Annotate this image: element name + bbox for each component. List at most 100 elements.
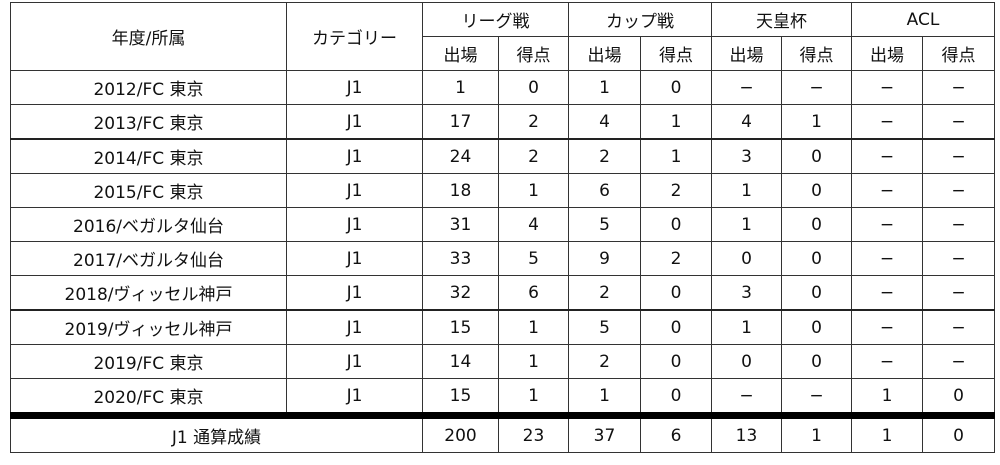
table-cell: 2 bbox=[568, 138, 641, 174]
table-cell: 17 bbox=[422, 104, 499, 140]
table-cell: 1 bbox=[422, 70, 499, 105]
table-cell: 0 bbox=[640, 378, 712, 416]
table-cell: 0 bbox=[711, 241, 782, 276]
table-cell: 0 bbox=[921, 378, 996, 416]
table-cell: J1 bbox=[286, 138, 423, 174]
table-cell: 0 bbox=[640, 275, 712, 311]
total-cell: 1 bbox=[851, 412, 923, 453]
table-cell: 1 bbox=[640, 138, 712, 174]
table-cell: − bbox=[921, 70, 996, 105]
table-cell: − bbox=[851, 344, 923, 379]
subheader-emperor-goals: 得点 bbox=[781, 36, 852, 71]
header-emperor: 天皇杯 bbox=[711, 2, 852, 37]
header-league: リーグ戦 bbox=[422, 2, 569, 37]
table-cell: − bbox=[851, 275, 923, 311]
table-cell: 0 bbox=[781, 241, 852, 276]
table-cell: 0 bbox=[781, 173, 852, 208]
table-cell: 1 bbox=[498, 309, 569, 345]
table-cell: − bbox=[921, 309, 996, 345]
table-row: 2017/ベガルタ仙台 J1 33 5 9 2 0 0− − bbox=[10, 241, 996, 276]
table-cell: 1 bbox=[498, 173, 569, 208]
table-cell: J1 bbox=[286, 344, 423, 379]
table-cell: − bbox=[781, 70, 852, 105]
subheader-league-goals: 得点 bbox=[498, 36, 569, 71]
table-cell: 2 bbox=[498, 138, 569, 174]
table-cell: − bbox=[921, 104, 996, 140]
table-row: 2019/FC 東京 J1 14 1 2 0 0 0− − bbox=[10, 344, 996, 379]
table-cell: 0 bbox=[640, 70, 712, 105]
table-cell: 1 bbox=[711, 207, 782, 242]
table-cell: 0 bbox=[640, 344, 712, 379]
total-cell: 23 bbox=[498, 412, 569, 453]
table-cell: 3 bbox=[711, 138, 782, 174]
table-cell: 1 bbox=[498, 344, 569, 379]
table-cell: 1 bbox=[711, 309, 782, 345]
table-cell: 2013/FC 東京 bbox=[10, 104, 287, 140]
total-label: J1 通算成績 bbox=[10, 412, 423, 453]
table-cell: 31 bbox=[422, 207, 499, 242]
table-cell: 4 bbox=[568, 104, 641, 140]
table-cell: − bbox=[851, 70, 923, 105]
table-cell: 9 bbox=[568, 241, 641, 276]
table-cell: 2016/ベガルタ仙台 bbox=[10, 207, 287, 242]
table-cell: 0 bbox=[781, 344, 852, 379]
table-cell: − bbox=[711, 378, 782, 416]
table-cell: 1 bbox=[781, 104, 852, 140]
table-cell: 3 bbox=[711, 275, 782, 311]
table-row: 2016/ベガルタ仙台 J1 31 4 5 0 1 0− − bbox=[10, 207, 996, 242]
table-cell: 5 bbox=[568, 309, 641, 345]
table-cell: − bbox=[921, 344, 996, 379]
table-cell: J1 bbox=[286, 104, 423, 140]
table-cell: 2 bbox=[568, 344, 641, 379]
header-category: カテゴリー bbox=[286, 2, 423, 71]
table-cell: − bbox=[921, 138, 996, 174]
table-cell: − bbox=[921, 241, 996, 276]
subheader-cup-apps: 出場 bbox=[568, 36, 641, 71]
table-cell: 0 bbox=[781, 138, 852, 174]
table-cell: 2019/ヴィッセル神戸 bbox=[10, 309, 287, 345]
table-cell: 15 bbox=[422, 309, 499, 345]
table-cell: 2 bbox=[498, 104, 569, 140]
subheader-emperor-apps: 出場 bbox=[711, 36, 782, 71]
table-cell: J1 bbox=[286, 275, 423, 311]
total-cell: 6 bbox=[640, 412, 712, 453]
table-cell: − bbox=[921, 207, 996, 242]
table-row: 2015/FC 東京 J1 18 1 6 2 1 0− − bbox=[10, 173, 996, 208]
header-year-club: 年度/所属 bbox=[10, 2, 287, 71]
table-cell: 1 bbox=[568, 70, 641, 105]
total-cell: 200 bbox=[422, 412, 499, 453]
table-cell: 6 bbox=[498, 275, 569, 311]
table-cell: − bbox=[921, 275, 996, 311]
table-cell: − bbox=[711, 70, 782, 105]
table-cell: 15 bbox=[422, 378, 499, 416]
table-cell: J1 bbox=[286, 70, 423, 105]
total-cell: 0 bbox=[921, 412, 996, 453]
table-cell: 24 bbox=[422, 138, 499, 174]
table-cell: − bbox=[921, 173, 996, 208]
table-cell: 2012/FC 東京 bbox=[10, 70, 287, 105]
table-cell: 0 bbox=[640, 207, 712, 242]
table-cell: 4 bbox=[498, 207, 569, 242]
subheader-acl-goals: 得点 bbox=[921, 36, 996, 71]
table-cell: 6 bbox=[568, 173, 641, 208]
table-cell: 14 bbox=[422, 344, 499, 379]
table-cell: 2014/FC 東京 bbox=[10, 138, 287, 174]
table-cell: − bbox=[851, 207, 923, 242]
total-cell: 13 bbox=[711, 412, 782, 453]
table-cell: 1 bbox=[711, 173, 782, 208]
table-cell: J1 bbox=[286, 378, 423, 416]
table-cell: 0 bbox=[498, 70, 569, 105]
table-row: 2018/ヴィッセル神戸 J1 32 6 2 0 3 0− − bbox=[10, 275, 996, 311]
table-cell: 0 bbox=[640, 309, 712, 345]
subheader-league-apps: 出場 bbox=[422, 36, 499, 71]
table-cell: 2 bbox=[640, 173, 712, 208]
total-cell: 37 bbox=[568, 412, 641, 453]
total-cell: 1 bbox=[781, 412, 852, 453]
table-cell: 0 bbox=[781, 309, 852, 345]
table-cell: 0 bbox=[781, 207, 852, 242]
table-cell: 0 bbox=[781, 275, 852, 311]
table-cell: 1 bbox=[568, 378, 641, 416]
table-cell: 4 bbox=[711, 104, 782, 140]
table-cell: 33 bbox=[422, 241, 499, 276]
table-cell: 5 bbox=[568, 207, 641, 242]
